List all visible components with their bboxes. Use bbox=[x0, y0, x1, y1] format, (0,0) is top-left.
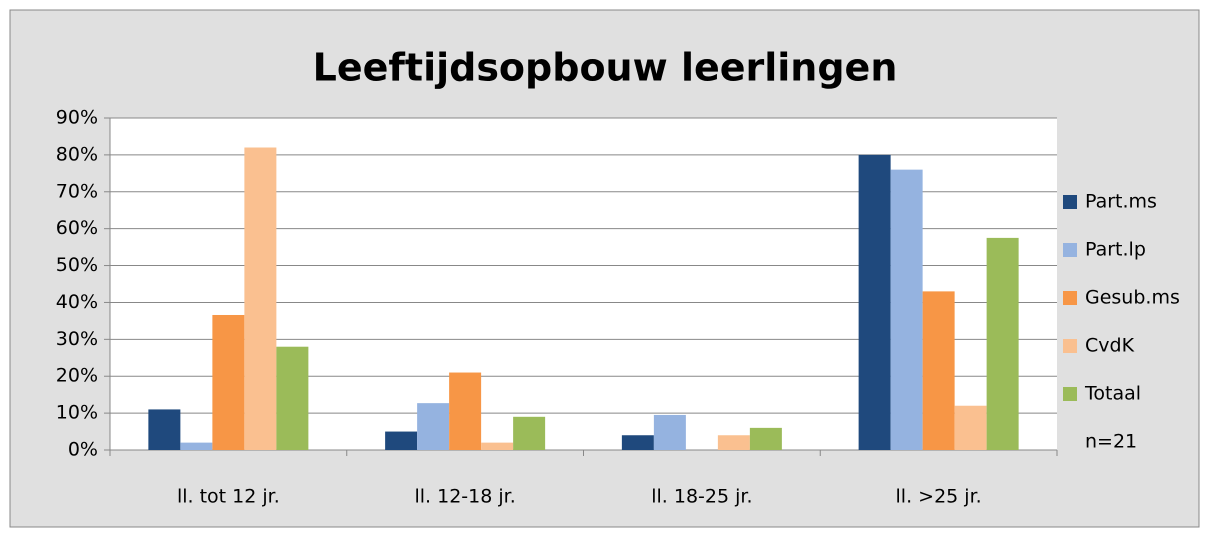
bar bbox=[385, 431, 418, 450]
bar bbox=[890, 169, 923, 450]
bar bbox=[244, 147, 277, 450]
y-tick-label: 10% bbox=[56, 402, 98, 424]
legend-swatch bbox=[1063, 195, 1077, 209]
y-tick-label: 20% bbox=[56, 365, 98, 387]
legend-label: Part.ms bbox=[1085, 191, 1157, 213]
y-tick-label: 50% bbox=[56, 254, 98, 276]
legend-swatch bbox=[1063, 387, 1077, 401]
annotation: n=21 bbox=[1085, 431, 1137, 453]
y-tick-label: 90% bbox=[56, 107, 98, 129]
y-tick-label: 60% bbox=[56, 217, 98, 239]
bar bbox=[749, 427, 782, 450]
bar bbox=[212, 314, 245, 450]
bar bbox=[653, 414, 686, 450]
bar bbox=[986, 237, 1019, 450]
y-tick-label: 80% bbox=[56, 143, 98, 165]
x-tick-label: ll. 18-25 jr. bbox=[651, 486, 752, 508]
legend-label: CvdK bbox=[1085, 335, 1135, 357]
legend-label: Totaal bbox=[1084, 383, 1141, 405]
bar bbox=[481, 442, 514, 450]
x-tick-label: ll. 12-18 jr. bbox=[414, 486, 515, 508]
y-tick-label: 40% bbox=[56, 291, 98, 313]
bar bbox=[717, 435, 750, 450]
y-tick-label: 0% bbox=[68, 439, 98, 461]
legend-label: Gesub.ms bbox=[1085, 287, 1180, 309]
legend-label: Part.lp bbox=[1085, 239, 1146, 261]
bar bbox=[858, 154, 891, 450]
bar bbox=[180, 442, 213, 450]
y-tick-label: 30% bbox=[56, 328, 98, 350]
bar bbox=[417, 403, 450, 450]
bar bbox=[621, 435, 654, 450]
bar bbox=[513, 416, 546, 450]
x-tick-label: ll. >25 jr. bbox=[896, 486, 982, 508]
y-tick-label: 70% bbox=[56, 180, 98, 202]
bar bbox=[922, 291, 955, 450]
bar bbox=[449, 372, 482, 450]
legend-swatch bbox=[1063, 339, 1077, 353]
bar bbox=[954, 405, 987, 450]
x-tick-label: ll. tot 12 jr. bbox=[177, 486, 280, 508]
legend-swatch bbox=[1063, 291, 1077, 305]
bar bbox=[148, 409, 181, 450]
legend-swatch bbox=[1063, 243, 1077, 257]
bar bbox=[276, 346, 309, 450]
chart-title: Leeftijdsopbouw leerlingen bbox=[313, 46, 898, 90]
